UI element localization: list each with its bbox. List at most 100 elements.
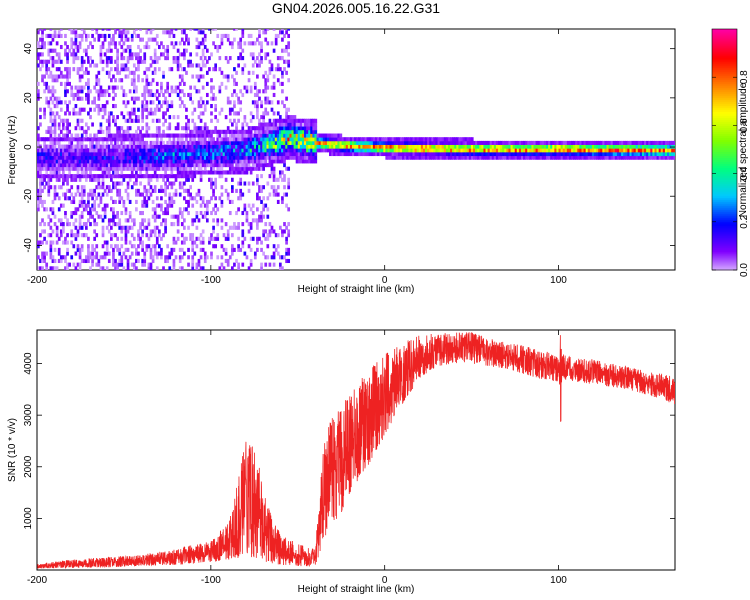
heatmap-cell [362, 151, 366, 157]
heatmap-cell [308, 159, 311, 164]
heatmap-cell [74, 133, 78, 138]
heatmap-cell [97, 148, 101, 153]
heatmap-cell [518, 144, 522, 149]
heatmap-cell [168, 126, 172, 131]
heatmap-cell [39, 240, 42, 245]
heatmap-cell [274, 140, 278, 145]
heatmap-cell [278, 56, 282, 61]
heatmap-cell [385, 144, 389, 149]
heatmap-cell [132, 30, 136, 35]
x-tick-label: -100 [201, 575, 221, 586]
heatmap-cell [349, 148, 353, 153]
heatmap-cell [239, 137, 243, 142]
heatmap-cell [105, 118, 109, 123]
heatmap-cell [130, 111, 134, 116]
heatmap-cell [139, 48, 142, 53]
heatmap-cell [183, 140, 186, 145]
heatmap-cell [641, 151, 645, 157]
heatmap-cell [124, 133, 128, 138]
heatmap-cell [260, 100, 263, 105]
heatmap-cell [256, 196, 259, 201]
heatmap-cell [635, 151, 639, 157]
heatmap-cell [53, 163, 57, 168]
heatmap-cell [166, 163, 170, 168]
heatmap-cell [105, 247, 109, 252]
heatmap-cell [502, 140, 505, 145]
heatmap-cell [107, 126, 111, 131]
heatmap-cell [114, 78, 117, 83]
heatmap-cell [606, 155, 610, 160]
heatmap-cell [128, 210, 132, 216]
heatmap-cell [153, 170, 157, 175]
heatmap-cell [68, 166, 71, 171]
heatmap-cell [583, 151, 587, 157]
heatmap-cell [166, 210, 170, 216]
heatmap-cell [143, 262, 147, 267]
heatmap-cell [95, 166, 99, 171]
heatmap-cell [562, 151, 566, 157]
heatmap-cell [195, 199, 199, 204]
heatmap-cell [51, 174, 55, 179]
heatmap-cell [78, 151, 82, 157]
heatmap-cell [116, 266, 119, 270]
heatmap-cell [135, 188, 138, 193]
heatmap-cell [195, 126, 199, 131]
heatmap-cell [168, 151, 172, 157]
heatmap-cell [264, 229, 268, 234]
heatmap-cell [76, 207, 80, 212]
heatmap-cell [285, 251, 288, 256]
heatmap-cell [226, 258, 230, 264]
heatmap-cell [291, 122, 295, 127]
heatmap-cell [352, 140, 355, 145]
heatmap-cell [80, 33, 84, 39]
heatmap-cell [76, 148, 80, 153]
heatmap-cell [53, 222, 57, 227]
heatmap-cell [414, 151, 418, 157]
heatmap-cell [114, 118, 117, 123]
heatmap-cell [287, 122, 291, 127]
heatmap-cell [149, 166, 153, 171]
heatmap-cell [481, 140, 485, 145]
heatmap-cell [283, 67, 286, 72]
heatmap-cell [166, 155, 170, 160]
heatmap-cell [258, 133, 261, 138]
heatmap-cell [126, 225, 130, 230]
heatmap-cell [164, 185, 167, 190]
heatmap-cell [243, 140, 247, 145]
colorbar-step [712, 161, 737, 165]
heatmap-cell [162, 144, 165, 149]
heatmap-cell [295, 148, 299, 153]
heatmap-cell [143, 258, 147, 264]
heatmap-cell [120, 137, 124, 142]
heatmap-cell [326, 137, 330, 142]
heatmap-cell [281, 56, 284, 61]
heatmap-cell [172, 181, 176, 186]
heatmap-cell [458, 151, 462, 157]
heatmap-cell [51, 140, 55, 145]
heatmap-cell [195, 89, 199, 94]
heatmap-cell [337, 133, 341, 138]
heatmap-cell [306, 144, 309, 149]
heatmap-cell [276, 233, 280, 238]
heatmap-cell [126, 155, 130, 160]
heatmap-cell [333, 140, 336, 145]
heatmap-cell [97, 111, 101, 116]
heatmap-cell [57, 207, 61, 212]
heatmap-cell [560, 151, 564, 157]
heatmap-cell [74, 29, 78, 31]
heatmap-cell [37, 207, 40, 212]
heatmap-cell [669, 155, 672, 160]
heatmap-cell [203, 258, 207, 264]
heatmap-cell [197, 218, 201, 223]
heatmap-cell [272, 48, 276, 53]
heatmap-cell [93, 85, 97, 90]
heatmap-cell [122, 29, 126, 31]
heatmap-cell [231, 140, 234, 145]
heatmap-cell [59, 163, 63, 168]
heatmap-cell [251, 115, 255, 120]
heatmap-cell [70, 44, 74, 50]
heatmap-cell [293, 144, 297, 149]
heatmap-cell [268, 67, 272, 72]
heatmap-cell [151, 111, 155, 116]
heatmap-cell [155, 159, 159, 164]
